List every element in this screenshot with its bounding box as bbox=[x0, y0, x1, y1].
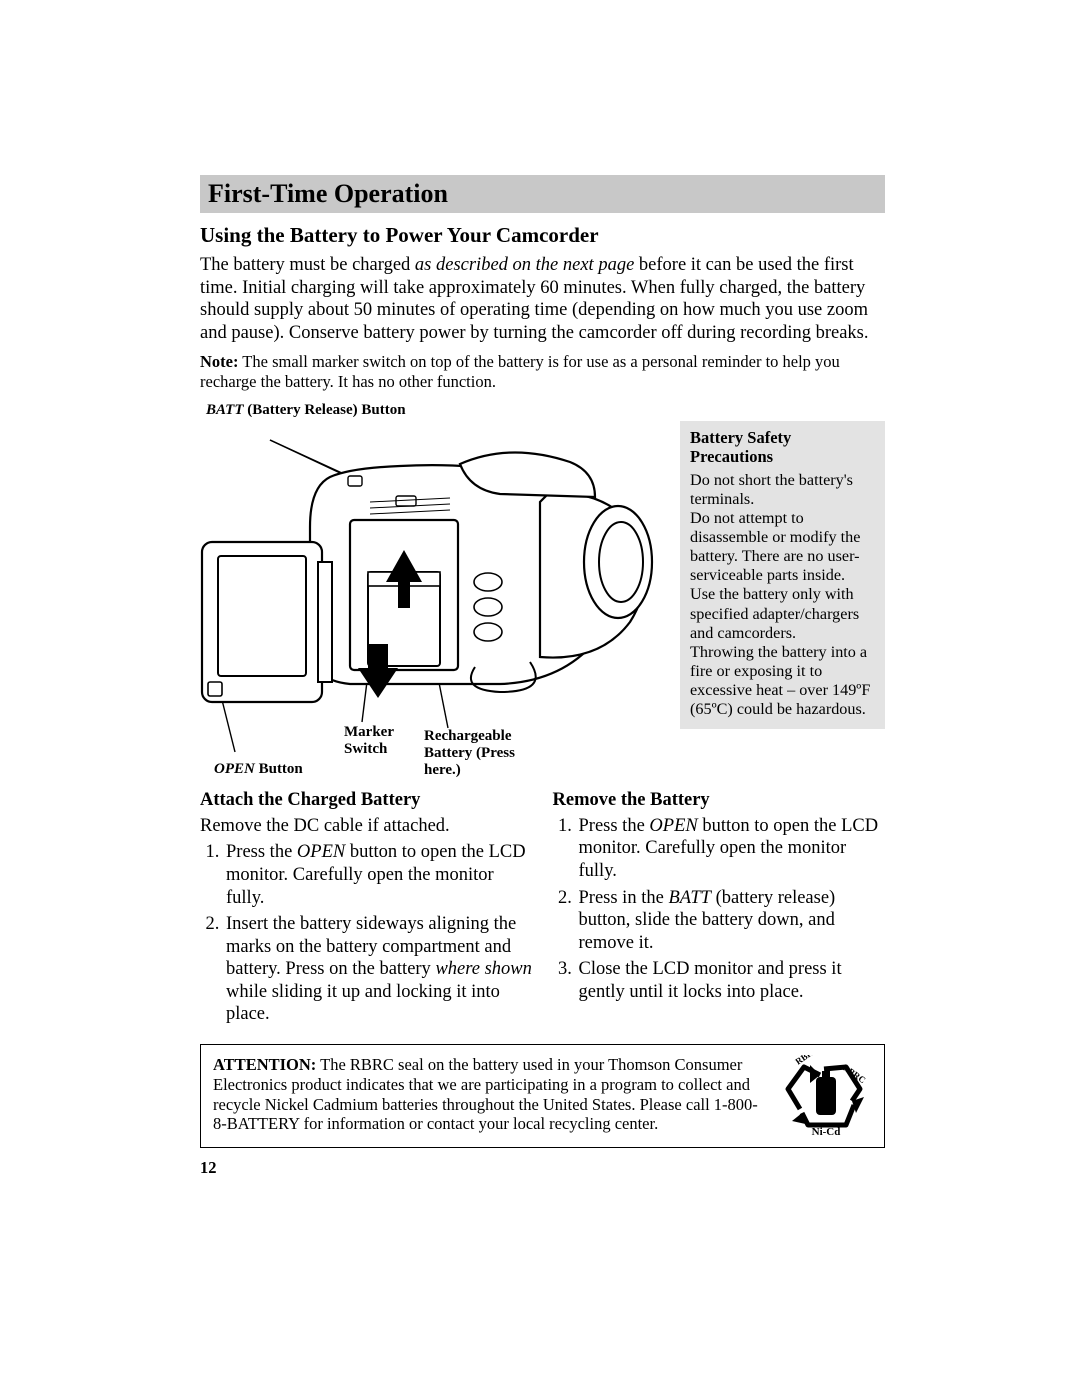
attention-text: ATTENTION: The RBRC seal on the battery … bbox=[213, 1055, 770, 1134]
step-italic: OPEN bbox=[297, 842, 345, 862]
list-item: Close the LCD monitor and press it gentl… bbox=[577, 958, 886, 1003]
rbrc-seal-icon: RBRC RBRC Ni-Cd bbox=[780, 1055, 872, 1137]
note-text: The small marker switch on top of the ba… bbox=[200, 352, 840, 391]
label-open-button: OPEN Button bbox=[214, 761, 303, 778]
label-open-rest: Button bbox=[255, 761, 303, 777]
list-item: Press the OPEN button to open the LCD mo… bbox=[577, 815, 886, 883]
precautions-body: Do not short the battery's terminals. Do… bbox=[690, 471, 875, 719]
attach-column: Attach the Charged Battery Remove the DC… bbox=[200, 790, 533, 1030]
rbrc-nicd-label: Ni-Cd bbox=[812, 1126, 841, 1137]
label-batt-italic: BATT bbox=[206, 402, 244, 418]
precautions-box: Battery Safety Precautions Do not short … bbox=[680, 421, 885, 729]
label-open-italic: OPEN bbox=[214, 761, 255, 777]
step-italic: where shown bbox=[435, 959, 531, 979]
intro-paragraph: The battery must be charged as described… bbox=[200, 254, 885, 344]
precaution-item: Use the battery only with specified adap… bbox=[690, 585, 859, 641]
precautions-title: Battery Safety Precautions bbox=[690, 429, 875, 467]
step-pre: Close the LCD monitor and press it gentl… bbox=[579, 959, 842, 1002]
diagram-area: BATT (Battery Release) Button bbox=[200, 402, 885, 782]
precaution-item: Do not attempt to disassemble or modify … bbox=[690, 509, 860, 584]
attach-title: Attach the Charged Battery bbox=[200, 790, 533, 811]
subtitle: Using the Battery to Power Your Camcorde… bbox=[200, 223, 885, 248]
precaution-item: Throwing the battery into a fire or expo… bbox=[690, 643, 870, 718]
section-title-bar: First-Time Operation bbox=[200, 175, 885, 213]
list-item: Press the OPEN button to open the LCD mo… bbox=[224, 841, 533, 909]
remove-title: Remove the Battery bbox=[553, 790, 886, 811]
label-rechargeable-battery: Rechargeable Battery (Press here.) bbox=[424, 728, 544, 780]
label-batt-rest: (Battery Release) Button bbox=[244, 402, 406, 418]
attention-label: ATTENTION: bbox=[213, 1055, 316, 1074]
list-item: Insert the battery sideways aligning the… bbox=[224, 913, 533, 1026]
svg-text:RBRC: RBRC bbox=[793, 1055, 820, 1067]
two-column-instructions: Attach the Charged Battery Remove the DC… bbox=[200, 790, 885, 1030]
manual-page: First-Time Operation Using the Battery t… bbox=[200, 175, 885, 1178]
page-number: 12 bbox=[200, 1158, 885, 1178]
list-item: Press in the BATT (battery release) butt… bbox=[577, 887, 886, 955]
note-paragraph: Note: The small marker switch on top of … bbox=[200, 352, 885, 392]
precaution-item: Do not short the battery's terminals. bbox=[690, 471, 853, 508]
camcorder-icon bbox=[200, 432, 680, 772]
attach-intro: Remove the DC cable if attached. bbox=[200, 815, 533, 838]
section-title: First-Time Operation bbox=[208, 179, 877, 209]
label-batt-button: BATT (Battery Release) Button bbox=[206, 402, 406, 419]
step-pre: Press the bbox=[226, 842, 297, 862]
remove-column: Remove the Battery Press the OPEN button… bbox=[553, 790, 886, 1030]
step-pre: Press in the bbox=[579, 888, 669, 908]
intro-text-a: The battery must be charged bbox=[200, 255, 415, 275]
label-marker-switch: Marker Switch bbox=[344, 724, 414, 759]
remove-steps: Press the OPEN button to open the LCD mo… bbox=[553, 815, 886, 1004]
step-italic: BATT bbox=[668, 888, 711, 908]
step-post: while sliding it up and locking it into … bbox=[226, 982, 500, 1025]
attach-steps: Press the OPEN button to open the LCD mo… bbox=[200, 841, 533, 1026]
intro-italic: as described on the next page bbox=[415, 255, 634, 275]
step-pre: Press the bbox=[579, 816, 650, 836]
step-italic: OPEN bbox=[649, 816, 697, 836]
attention-box: ATTENTION: The RBRC seal on the battery … bbox=[200, 1044, 885, 1148]
note-label: Note: bbox=[200, 352, 238, 371]
